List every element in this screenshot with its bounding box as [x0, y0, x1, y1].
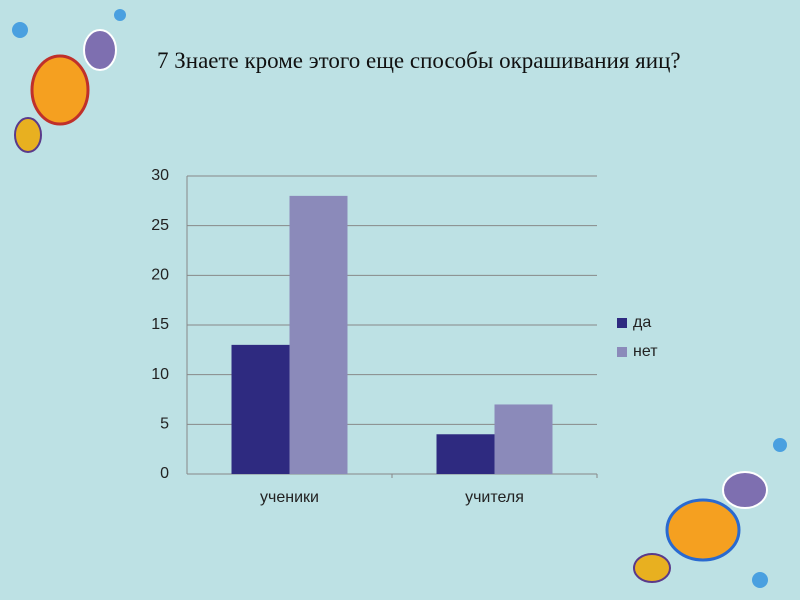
bar: [231, 344, 290, 474]
y-tick-label: 0: [160, 465, 169, 482]
y-tick-label: 15: [151, 316, 169, 333]
bar: [436, 434, 495, 474]
x-tick-label: ученики: [260, 489, 319, 506]
legend-label: да: [633, 314, 651, 331]
y-tick-label: 5: [160, 416, 169, 433]
x-tick-label: учителя: [465, 489, 524, 506]
bar: [289, 195, 348, 474]
bar: [494, 404, 553, 474]
chart-title: 7 Знаете кроме этого еще способы окрашив…: [157, 48, 681, 73]
y-tick-label: 20: [151, 267, 169, 284]
y-tick-label: 30: [151, 167, 169, 184]
y-tick-label: 25: [151, 217, 169, 234]
decoration: [12, 9, 787, 588]
legend-swatch: [617, 318, 627, 328]
legend-label: нет: [633, 343, 658, 360]
legend-swatch: [617, 347, 627, 357]
y-tick-label: 10: [151, 366, 169, 383]
